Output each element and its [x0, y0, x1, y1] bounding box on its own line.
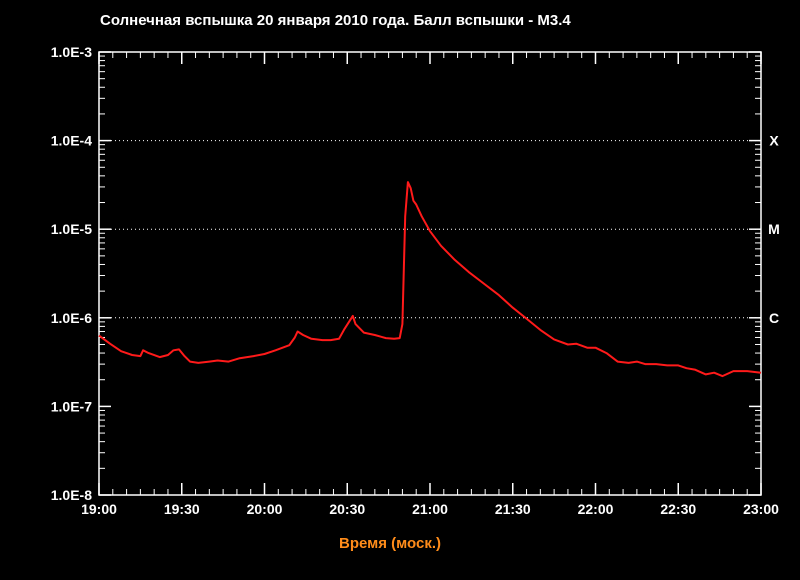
- flare-class-label-c: C: [769, 310, 779, 326]
- x-tick-label: 20:00: [247, 501, 283, 517]
- y-tick-label: 1.0E-7: [51, 398, 92, 414]
- y-tick-label: 1.0E-5: [51, 221, 92, 237]
- x-tick-label: 20:30: [329, 501, 365, 517]
- x-tick-label: 23:00: [743, 501, 779, 517]
- x-axis-label: Время (моск.): [338, 535, 442, 552]
- flare-class-label-m: M: [768, 221, 780, 237]
- y-tick-label: 1.0E-4: [51, 133, 92, 149]
- x-tick-label: 21:30: [495, 501, 531, 517]
- x-tick-label: 19:00: [81, 501, 117, 517]
- chart-title: Солнечная вспышка 20 января 2010 года. Б…: [100, 12, 571, 29]
- y-tick-label: 1.0E-8: [51, 487, 92, 503]
- x-tick-label: 22:30: [660, 501, 696, 517]
- y-axis: 1.0E-8 1.0E-7 1.0E-6 1.0E-5 1.0E-4 1.0E-3: [51, 44, 761, 503]
- x-axis: 19:00 19:30 20:00 20:30 21:00 21:30 22:00 22:30…: [81, 52, 779, 517]
- x-tick-label: 19:30: [164, 501, 200, 517]
- flare-class-labels: X M C: [768, 133, 780, 326]
- x-tick-label: 21:00: [412, 501, 448, 517]
- x-tick-label: 22:00: [578, 501, 614, 517]
- xray-flux-line: [98, 181, 762, 378]
- series-layer: [98, 181, 762, 378]
- y-tick-label: 1.0E-6: [51, 310, 92, 326]
- flare-class-label-x: X: [769, 133, 779, 149]
- y-tick-label: 1.0E-3: [51, 44, 92, 60]
